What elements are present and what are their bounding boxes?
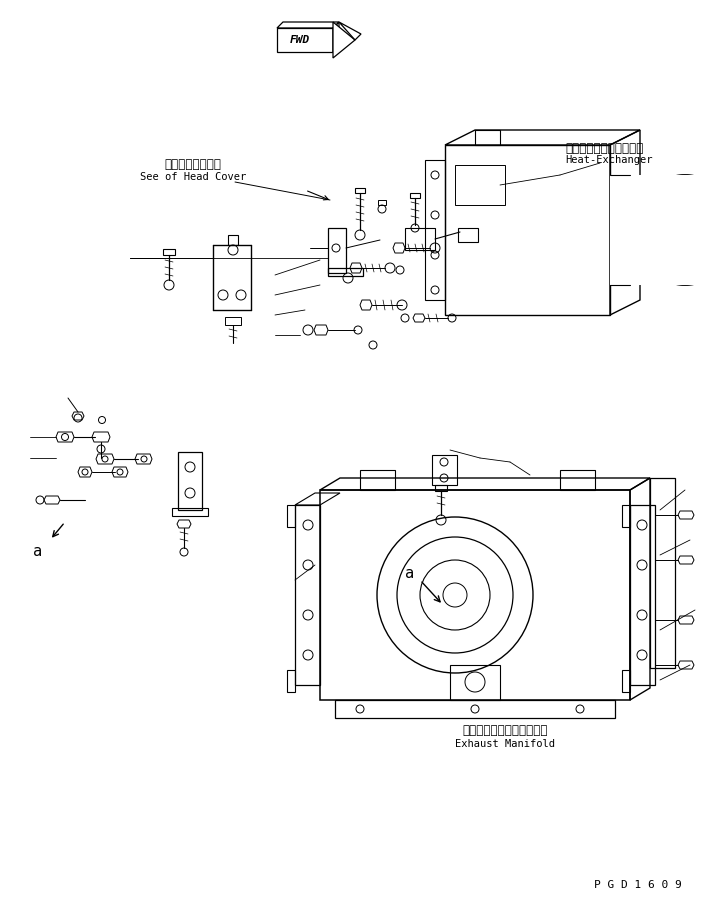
Polygon shape [333, 22, 355, 58]
Bar [360, 470, 395, 490]
Text: FWD: FWD [290, 35, 310, 45]
Text: P G D 1 6 0 9: P G D 1 6 0 9 [594, 880, 682, 890]
Bar [163, 249, 175, 255]
Bar [622, 670, 630, 692]
Bar [432, 455, 457, 485]
Bar [622, 505, 630, 527]
Bar [458, 228, 478, 242]
Bar [650, 478, 675, 668]
Bar [277, 28, 333, 52]
Text: a: a [34, 545, 42, 559]
Bar [560, 470, 595, 490]
Bar [287, 670, 295, 692]
Bar [355, 188, 365, 193]
Bar [178, 452, 202, 510]
Bar [455, 165, 505, 205]
Text: Exhaust Manifold: Exhaust Manifold [455, 739, 555, 749]
Bar [445, 145, 610, 315]
Bar [225, 317, 241, 325]
Bar [450, 665, 500, 700]
Text: a: a [405, 566, 414, 580]
Bar [410, 193, 420, 198]
Text: ヒートエクスチェンジャ: ヒートエクスチェンジャ [565, 142, 643, 154]
Bar [475, 130, 500, 145]
Text: Heat-Exchanger: Heat-Exchanger [565, 155, 652, 165]
Bar [425, 160, 445, 300]
Circle shape [102, 456, 108, 462]
Bar [610, 175, 717, 285]
Bar [630, 505, 655, 685]
Bar [295, 505, 320, 685]
Bar [435, 485, 447, 491]
Bar [630, 175, 717, 285]
Bar [287, 505, 295, 527]
Bar [405, 228, 435, 250]
Bar [172, 508, 208, 516]
Bar [335, 700, 615, 718]
Text: エキゾーストマニホールド: エキゾーストマニホールド [462, 724, 548, 736]
Text: See of Head Cover: See of Head Cover [140, 172, 246, 182]
Bar [228, 235, 238, 245]
Bar [328, 268, 363, 276]
Bar [378, 200, 386, 205]
Bar [328, 228, 346, 273]
Text: ヘッドカバー参照: ヘッドカバー参照 [164, 159, 222, 172]
Bar [320, 490, 630, 700]
